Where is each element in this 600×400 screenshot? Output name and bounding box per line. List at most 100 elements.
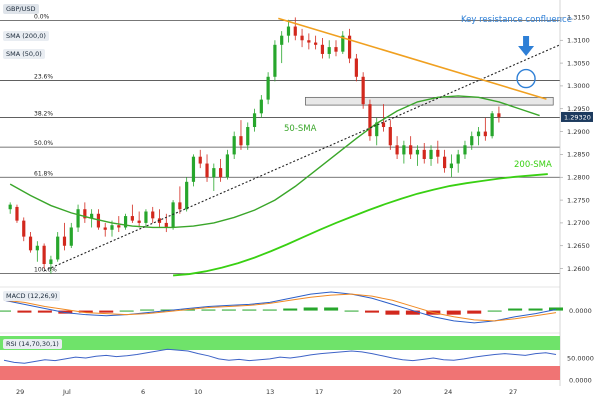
candle-body [219,168,223,178]
confluence-circle [516,68,536,89]
candle-body [266,76,270,100]
support-trendline [43,44,561,272]
candle-body [490,113,494,137]
rsi-legend: RSI (14,70,30,1) [3,339,62,349]
macd-histogram-bar [303,307,318,311]
macd-histogram-bar [405,310,420,315]
candle-body [205,163,209,178]
candle-body [76,209,80,228]
macd-histogram-bar [0,310,11,312]
candle-body [259,99,263,114]
price-tick-label: 1.2700 [567,219,590,227]
candle-body [69,227,73,246]
macd-histogram-bar [119,310,134,312]
candle-body [497,113,501,117]
sma50-line [9,95,540,229]
candle-body [436,149,440,157]
rsi-tick-label: 0.0000 [569,376,592,384]
x-tick-label: 10 [194,388,202,396]
price-tick-label: 1.2750 [567,196,590,204]
macd-histogram-bar [17,310,32,313]
macd-histogram-bar [508,308,523,311]
sma200-legend: SMA (200,0) [3,31,49,41]
candle-body [28,236,33,251]
candle-body [232,136,236,155]
candle-body [239,136,243,146]
candle-body [90,213,94,219]
candle-body [198,156,202,164]
candle-body [123,216,128,228]
macd-histogram-bar [160,309,175,311]
price-tick-label: 1.2900 [567,128,590,136]
candle-body [368,104,372,137]
price-tick-label: 1.2600 [567,265,590,273]
macd-histogram-bar [221,309,236,311]
candle-body [354,58,358,77]
sma50-legend: SMA (50,0) [3,49,45,59]
price-tick-label: 1.2800 [567,174,590,182]
macd-histogram-bar [201,309,216,311]
candle-body [137,220,141,223]
candle-body [8,204,12,210]
rsi-oversold-zone [0,366,560,380]
candle-body [327,47,331,54]
macd-histogram-bar [446,310,461,315]
candle-body [483,131,487,137]
macd-histogram-bar [528,308,543,311]
candle-body [320,44,325,54]
macd-histogram-bar [467,310,482,314]
candle-body [15,206,19,221]
macd-histogram-bar [549,307,563,311]
macd-histogram-bar [385,310,400,315]
candle-body [300,35,304,41]
candle-body [164,222,168,228]
candle-body [83,209,87,219]
candle-body [280,35,284,45]
current-price-label: 1.29320 [564,113,591,121]
rsi-tick-label: 50.0000 [567,354,594,362]
candle-body [56,236,60,260]
candle-body [388,127,392,146]
candle-body [347,35,352,59]
candle-body [130,216,134,221]
candle-body [402,145,406,155]
candle-body [361,76,365,105]
candle-body [49,259,53,265]
price-tick-label: 1.3000 [567,82,590,90]
down-arrow-icon [518,46,535,56]
fibonacci-label: 50.0% [34,140,53,147]
candle-body [443,156,447,169]
price-tick-label: 1.2850 [567,151,590,159]
candle-body [422,149,426,159]
candle-body [117,225,121,228]
candle-body [252,113,257,128]
macd-histogram-bar [58,310,73,314]
rsi-line [3,348,557,364]
price-tick-label: 1.3150 [567,14,590,22]
candle-body [293,26,297,36]
fibonacci-label: 38.2% [34,110,53,117]
macd-histogram-bar [324,307,339,311]
x-tick-label: Jul [62,388,71,396]
candle-body [334,47,338,52]
resistance-trendline [278,17,547,100]
fibonacci-label: 0.0% [34,14,50,21]
macd-histogram-bar [283,308,298,311]
candle-body [151,211,155,219]
candle-body [314,42,318,45]
candle-body [307,40,311,43]
sma50-annotation: 50-SMA [284,124,317,134]
candle-body [144,211,148,223]
candle-body [212,168,216,178]
x-tick-label: 27 [509,388,517,396]
sma200-annotation: 200-SMA [514,160,552,170]
macd-histogram-bar [140,309,155,311]
x-tick-label: 29 [16,388,24,396]
macd-histogram-bar [181,309,195,311]
candle-body [381,122,386,128]
price-tick-label: 1.3050 [567,59,590,67]
candle-body [42,245,46,265]
